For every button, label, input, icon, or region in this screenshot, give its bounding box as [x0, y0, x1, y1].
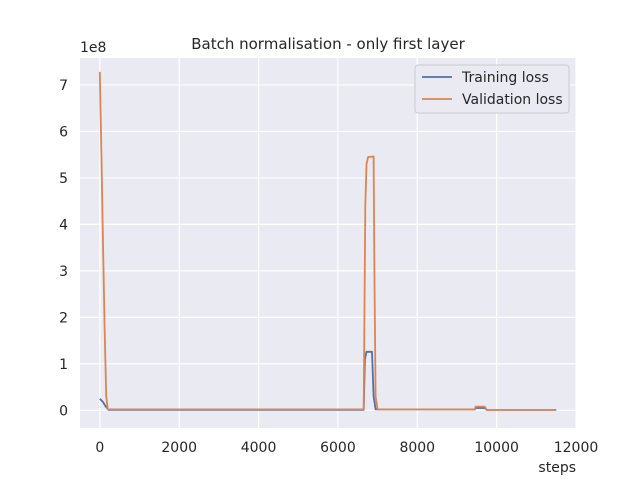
series-line-validation-loss [98, 71, 557, 411]
x-tick-label: 2000 [161, 440, 197, 456]
series-lines [98, 71, 557, 411]
y-tick-label: 5 [59, 171, 68, 187]
x-tick-labels: 0 2000 4000 6000 8000 10000 12000 [95, 440, 598, 456]
x-tick-label: 0 [95, 440, 104, 456]
x-tick-label: 12000 [554, 440, 599, 456]
x-axis-label: steps [538, 460, 576, 476]
x-tick-label: 4000 [241, 440, 277, 456]
x-tick-label: 6000 [320, 440, 356, 456]
y-tick-label: 4 [59, 217, 68, 233]
legend-label-training-loss: Training loss [461, 70, 549, 86]
x-tick-label: 10000 [474, 440, 519, 456]
legend: Training loss Validation loss [414, 64, 570, 114]
x-tick-label: 8000 [399, 440, 435, 456]
chart-title: Batch normalisation - only first layer [191, 35, 465, 53]
y-tick-labels: 0 1 2 3 4 5 6 7 [59, 78, 68, 419]
legend-label-validation-loss: Validation loss [462, 92, 563, 108]
y-tick-label: 0 [59, 403, 68, 419]
y-tick-label: 3 [59, 264, 68, 280]
y-tick-label: 7 [59, 78, 68, 94]
plot-background [80, 58, 576, 428]
y-tick-label: 2 [59, 310, 68, 326]
legend-box [414, 64, 570, 114]
y-offset-label: 1e8 [80, 40, 106, 56]
y-tick-label: 6 [59, 124, 68, 140]
y-tick-label: 1 [59, 357, 68, 373]
